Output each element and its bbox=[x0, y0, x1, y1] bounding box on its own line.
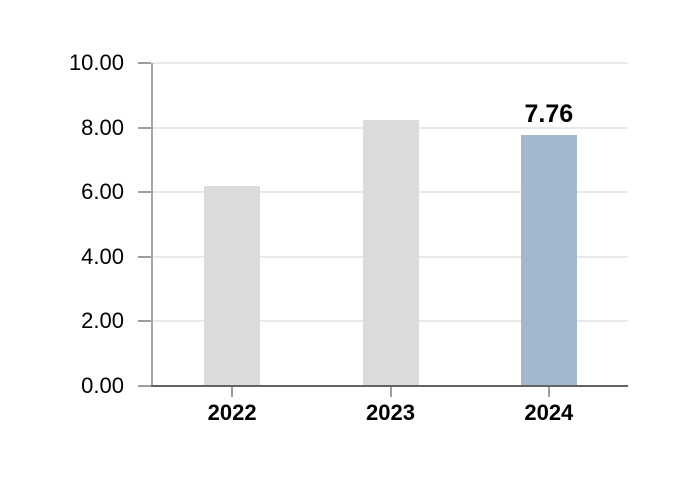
y-tick bbox=[138, 255, 151, 258]
bar-2023 bbox=[362, 120, 419, 386]
y-tick-label: 4.00 bbox=[81, 243, 124, 269]
x-tick bbox=[547, 387, 550, 397]
gridline bbox=[153, 62, 628, 64]
x-category-label: 2024 bbox=[524, 400, 574, 425]
bar-value-label: 7.76 bbox=[524, 100, 574, 129]
y-tick bbox=[138, 385, 151, 387]
y-tick bbox=[138, 320, 151, 323]
x-tick bbox=[389, 387, 392, 397]
y-tick-label: 6.00 bbox=[81, 179, 124, 205]
y-axis-line bbox=[151, 63, 153, 386]
x-tick bbox=[231, 387, 234, 397]
x-category-label: 2022 bbox=[207, 400, 257, 425]
y-tick-label: 0.00 bbox=[81, 373, 124, 398]
y-tick-label: 8.00 bbox=[81, 114, 124, 140]
y-tick bbox=[138, 191, 151, 194]
y-tick-label: 2.00 bbox=[81, 308, 124, 334]
bar-2024 bbox=[520, 135, 577, 386]
bar-2022 bbox=[204, 186, 261, 386]
y-tick bbox=[138, 62, 151, 64]
y-tick-label: 10.00 bbox=[68, 50, 124, 75]
y-tick bbox=[138, 126, 151, 129]
x-category-label: 2023 bbox=[366, 400, 415, 425]
x-axis-line bbox=[141, 385, 628, 387]
